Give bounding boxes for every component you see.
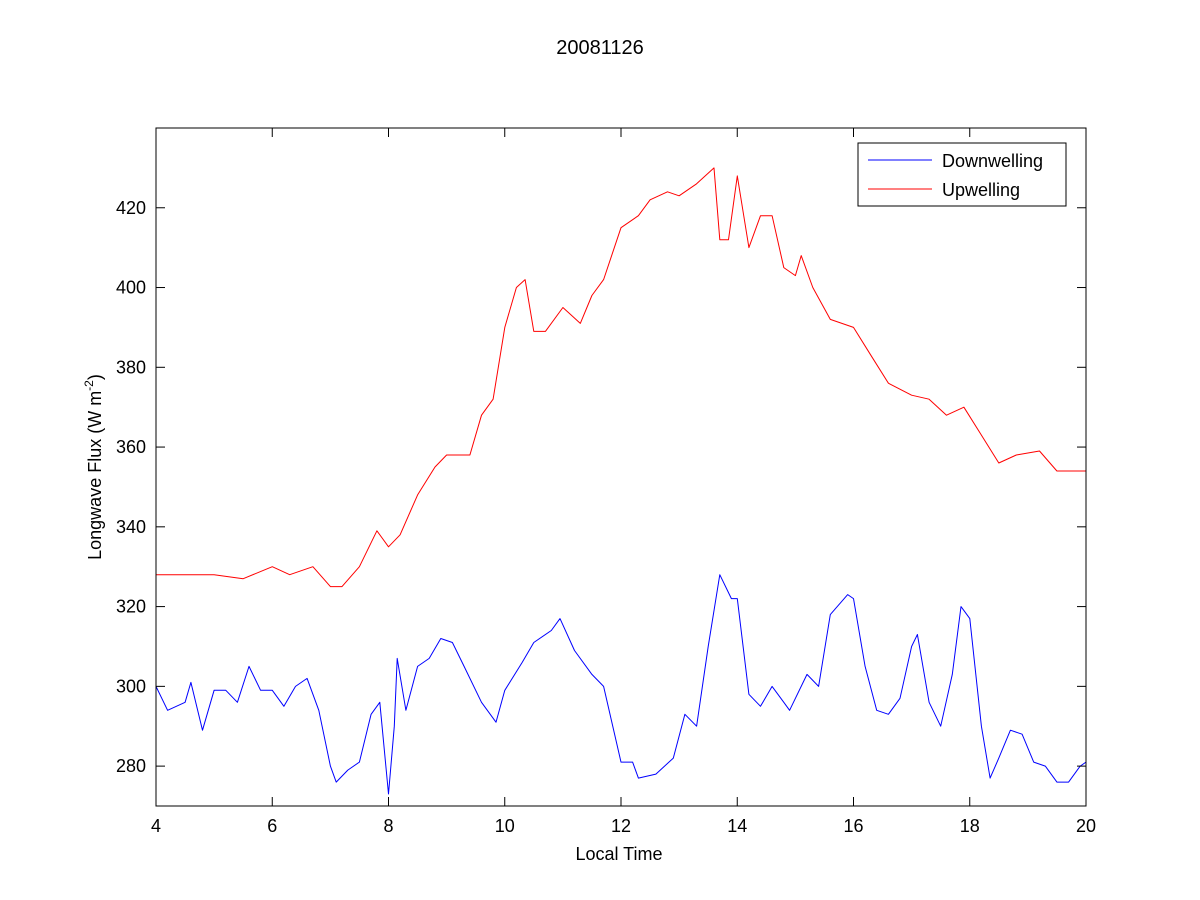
y-tick-label: 360 <box>116 437 146 457</box>
series-line-downwelling <box>155 574 1087 795</box>
x-tick-label: 4 <box>151 816 161 836</box>
y-tick-label: 340 <box>116 517 146 537</box>
x-tick-label: 14 <box>727 816 747 836</box>
ticks-layer: 4 6 8 10 12 14 16 18 20 280 300 320 340 360 380 400 420 <box>116 128 1096 836</box>
series-layer <box>155 167 1087 795</box>
legend: Downwelling Upwelling <box>857 142 1067 207</box>
x-tick-label: 6 <box>267 816 277 836</box>
y-axis-label-end: ) <box>85 374 105 380</box>
x-tick-label: 16 <box>843 816 863 836</box>
y-tick-label: 300 <box>116 676 146 696</box>
x-tick-label: 18 <box>960 816 980 836</box>
x-tick-label: 12 <box>611 816 631 836</box>
y-tick-label: 280 <box>116 756 146 776</box>
y-axis-label: Longwave Flux (W m-2) <box>82 374 105 560</box>
x-axis-label: Local Time <box>575 844 662 864</box>
y-tick-label: 400 <box>116 278 146 298</box>
series-line-upwelling <box>156 167 1086 588</box>
y-tick-label: 420 <box>116 198 146 218</box>
x-tick-label: 10 <box>495 816 515 836</box>
chart-title: 20081126 <box>556 37 644 59</box>
plot-area <box>156 128 1086 806</box>
x-tick-label: 8 <box>383 816 393 836</box>
y-axis-label-main: Longwave Flux (W m <box>85 391 105 560</box>
x-tick-label: 20 <box>1076 816 1096 836</box>
y-tick-label: 380 <box>116 357 146 377</box>
y-axis-label-superscript: -2 <box>82 380 96 391</box>
legend-label-downwelling: Downwelling <box>942 151 1043 171</box>
legend-label-upwelling: Upwelling <box>942 180 1020 200</box>
y-tick-label: 320 <box>116 597 146 617</box>
legend-box <box>857 142 1067 207</box>
